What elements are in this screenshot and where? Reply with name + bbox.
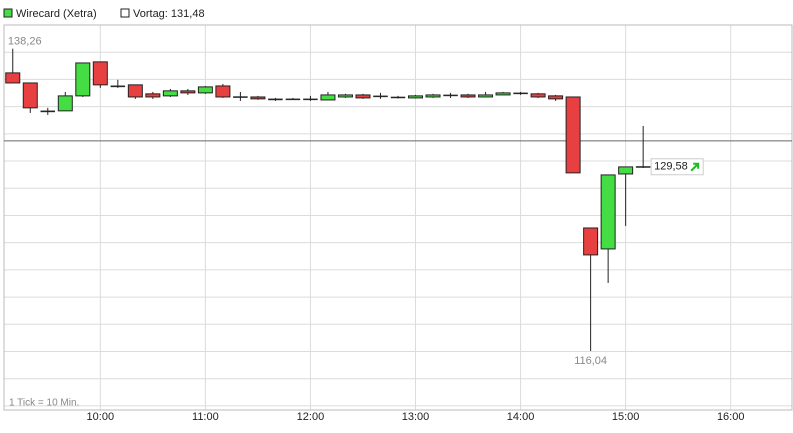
last-price-arrow [690, 162, 700, 172]
candle-body [162, 90, 178, 97]
candle-body [145, 93, 161, 98]
x-tick-label: 14:00 [507, 411, 535, 423]
candle-body [460, 94, 476, 98]
candle-body [478, 94, 494, 98]
candle-body [565, 96, 581, 174]
x-tick-label: 10:00 [87, 411, 115, 423]
candle-body [337, 94, 353, 98]
last-price-label: 129,58 [654, 161, 688, 173]
x-tick-label: 12:00 [297, 411, 325, 423]
candle-body [22, 82, 38, 109]
candle-body [635, 166, 651, 168]
legend-label: Vortag: 131,48 [133, 8, 205, 20]
last-price-box [650, 158, 704, 176]
candle-body [425, 94, 441, 98]
x-tick-label: 11:00 [192, 411, 219, 423]
candle-body [197, 86, 213, 94]
candle-body [180, 90, 196, 94]
candle-body [92, 61, 108, 86]
candle-body [495, 92, 511, 96]
candle-body [373, 95, 388, 98]
legend-swatch [120, 8, 130, 18]
x-tick-label: 15:00 [612, 411, 640, 423]
legend-label: Wirecard (Xetra) [16, 8, 97, 20]
candle-body [618, 166, 634, 175]
candle-body [5, 72, 21, 84]
candle-body [355, 94, 371, 99]
candle-body [513, 92, 528, 95]
candle-body [548, 95, 564, 100]
candle-body [600, 174, 616, 250]
candle-body [233, 96, 248, 98]
candle-body [110, 85, 126, 88]
candle-body [250, 96, 266, 100]
candle-body [215, 85, 231, 98]
candle-body [390, 96, 406, 99]
candle-body [530, 93, 546, 98]
candle-body [408, 95, 424, 99]
annotation: 138,26 [8, 36, 42, 48]
footnote: 1 Tick = 10 Min. [9, 398, 79, 409]
candle-body [303, 98, 318, 101]
candle-body [320, 94, 336, 101]
plot-border [3, 24, 793, 411]
candle-body [127, 84, 143, 98]
annotation: 116,04 [574, 355, 607, 367]
candle-body [583, 227, 599, 256]
candle-body [443, 94, 458, 97]
x-tick-label: 13:00 [402, 411, 430, 423]
candle-body [40, 110, 56, 113]
candle-body [268, 98, 283, 101]
candle-body [285, 98, 301, 101]
candle-body [57, 95, 73, 112]
x-tick-label: 16:00 [717, 411, 745, 423]
legend-swatch [3, 8, 13, 18]
candle-body [75, 62, 91, 97]
